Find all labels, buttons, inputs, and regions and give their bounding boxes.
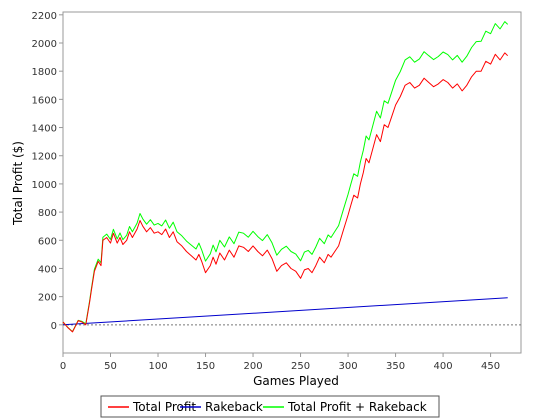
legend-label: Rakeback	[205, 400, 263, 414]
y-tick-label: 200	[38, 293, 57, 304]
x-tick-label: 250	[291, 361, 310, 372]
y-tick-label: 2000	[32, 39, 57, 50]
x-tick-label: 0	[60, 361, 66, 372]
y-tick-label: 400	[38, 264, 57, 275]
series-line-total-profit	[62, 52, 509, 333]
y-tick-label: 0	[51, 321, 57, 332]
plot-area	[62, 11, 522, 354]
series-line-total-profit-rakeback	[62, 21, 509, 333]
y-tick-label: 1400	[32, 124, 57, 135]
y-axis: 0 200 400 600 800 1000 1200 1400 1600 1800 2000 220…	[32, 11, 63, 332]
legend: Total Profit Rakeback Total Profit + Rakeb…	[100, 395, 440, 418]
x-axis-label: Games Played	[253, 374, 339, 388]
legend-label: Total Profit	[132, 400, 196, 414]
y-tick-label: 600	[38, 236, 57, 247]
series-line-rakeback	[62, 297, 508, 326]
series-layer	[62, 21, 509, 333]
y-tick-label: 1000	[32, 180, 57, 191]
x-tick-label: 50	[104, 361, 117, 372]
legend-label: Total Profit + Rakeback	[287, 400, 427, 414]
x-axis: 0 50 100 150 200 250 300 350 400 450	[60, 353, 500, 372]
y-tick-label: 1800	[32, 67, 57, 78]
x-tick-label: 200	[243, 361, 262, 372]
x-tick-label: 150	[196, 361, 215, 372]
x-tick-label: 450	[481, 361, 500, 372]
y-axis-label: Total Profit ($)	[11, 141, 25, 226]
x-tick-label: 350	[386, 361, 405, 372]
y-tick-label: 1600	[32, 95, 57, 106]
x-tick-label: 100	[148, 361, 167, 372]
y-tick-label: 2200	[32, 11, 57, 22]
x-tick-label: 400	[434, 361, 453, 372]
y-tick-label: 1200	[32, 152, 57, 163]
x-tick-label: 300	[339, 361, 358, 372]
y-tick-label: 800	[38, 208, 57, 219]
